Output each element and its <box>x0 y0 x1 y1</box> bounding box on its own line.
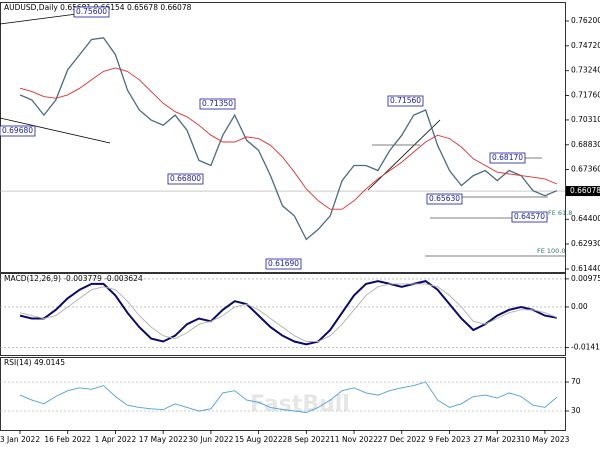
y-tick-label: 0.70310 <box>571 115 600 124</box>
series-line <box>19 280 558 346</box>
annotation-box <box>387 95 424 107</box>
x-tick-label: 30 Jun 2022 <box>188 435 233 444</box>
annotation-box <box>265 258 302 270</box>
panel-frame <box>0 273 566 356</box>
watermark: FastBull <box>250 392 350 417</box>
y-tick-label: 0.00 <box>571 302 588 311</box>
annotation: 0.68170 <box>492 153 523 162</box>
annotation: 0.75600 <box>76 7 107 16</box>
x-tick-label: 16 Feb 2022 <box>44 435 91 444</box>
y-tick-label: 0.73240 <box>571 66 600 75</box>
x-tick-label: 9 Feb 2023 <box>429 435 471 444</box>
series-line <box>19 37 558 241</box>
annotation-box <box>73 6 110 18</box>
y-tick-label: 0.74720 <box>571 41 600 50</box>
x-tick-label: 15 Aug 2022 <box>235 435 283 444</box>
y-tick-label: 0.009751 <box>571 274 600 283</box>
panel-frame <box>0 2 566 273</box>
annotation-box <box>426 193 463 205</box>
trend-line <box>0 117 111 144</box>
annotation-box <box>0 125 36 137</box>
x-tick-label: 27 Mar 2023 <box>473 435 521 444</box>
y-tick-label: 0.61440 <box>571 264 600 273</box>
annotation: 0.71560 <box>390 96 421 105</box>
panel-title: MACD(12,26,9) -0.003779 -0.003624 <box>4 274 143 283</box>
series-line <box>19 283 558 342</box>
x-tick-label: 3 Jan 2022 <box>0 435 40 444</box>
annotation: 0.71350 <box>202 99 233 108</box>
panel-title: RSI(14) 49.0145 <box>4 358 65 367</box>
annotation: 0.69680 <box>2 126 33 135</box>
x-tick-label: 1 Apr 2022 <box>95 435 137 444</box>
annotation: 0.65630 <box>429 194 460 203</box>
fe-label: FE 100.0 <box>537 247 566 255</box>
x-tick-label: 10 May 2023 <box>520 435 569 444</box>
series-line <box>19 381 558 413</box>
y-tick-label: 0.67360 <box>571 165 600 174</box>
fe-label: FE 61.8 <box>548 209 572 217</box>
x-tick-label: 17 May 2022 <box>139 435 188 444</box>
x-tick-label: 27 Dec 2022 <box>378 435 426 444</box>
y-tick-label: -0.014107 <box>571 343 600 352</box>
y-tick-label: 70 <box>571 377 581 386</box>
y-tick-label: 0.64400 <box>571 214 600 223</box>
series-line <box>19 67 558 210</box>
y-tick-label: 0.62930 <box>571 239 600 248</box>
y-tick-label: 30 <box>571 406 581 415</box>
annotation: 0.61690 <box>268 259 299 268</box>
panel-frame <box>0 357 566 431</box>
annotation: 0.64570 <box>514 212 545 221</box>
annotation: 0.66800 <box>170 174 201 183</box>
annotation-box <box>167 173 204 185</box>
annotation-box <box>489 152 526 164</box>
x-tick-label: 28 Sep 2022 <box>283 435 331 444</box>
x-tick-label: 11 Nov 2022 <box>330 435 378 444</box>
last-price-box <box>566 186 600 197</box>
annotation-box <box>199 98 236 110</box>
last-price-label: 0.66078 <box>570 186 600 195</box>
y-tick-label: 0.76200 <box>571 16 600 25</box>
y-tick-label: 0.71760 <box>571 91 600 100</box>
y-tick-label: 0.68830 <box>571 140 600 149</box>
annotation-box <box>511 211 548 223</box>
trend-line <box>367 119 441 191</box>
